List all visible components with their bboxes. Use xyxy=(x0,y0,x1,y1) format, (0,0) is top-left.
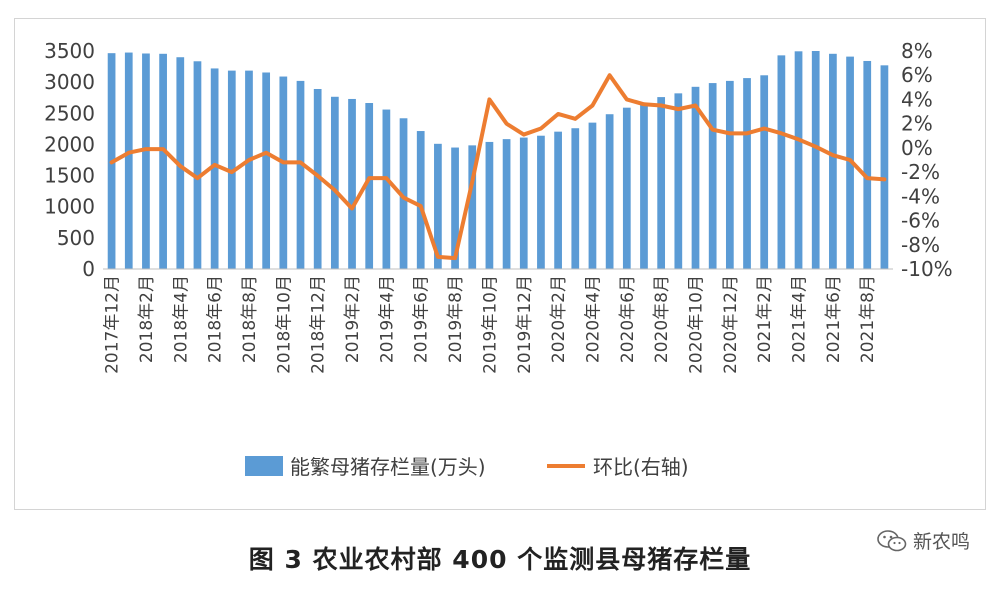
x-tick-label: 2020年6月 xyxy=(618,275,638,363)
x-tick-label: 2020年2月 xyxy=(549,275,569,363)
bar xyxy=(725,80,734,270)
bar xyxy=(622,107,631,270)
line-path xyxy=(109,73,887,261)
legend: 能繁母猪存栏量(万头) 环比(右轴) xyxy=(245,455,689,479)
left-y-tick-label: 2000 xyxy=(44,132,95,156)
right-y-tick-label: 8% xyxy=(901,39,933,63)
bar xyxy=(245,70,253,269)
bar xyxy=(657,97,666,269)
chart-svg: 0 500 1000 1500 2000 2500 3000 3500 -10%-8%-6%-4… xyxy=(44,39,953,479)
right-y-tick-label: 6% xyxy=(901,63,933,87)
x-tick-label: 2020年8月 xyxy=(652,275,672,363)
x-tick-label: 2020年4月 xyxy=(583,275,603,363)
legend-line-label: 环比(右轴) xyxy=(593,455,689,479)
bar xyxy=(142,53,150,269)
bar xyxy=(691,86,700,269)
figure-caption: 图 3 农业农村部 400 个监测县母猪存栏量 xyxy=(248,545,752,574)
bar xyxy=(743,78,751,269)
bar xyxy=(296,80,305,270)
x-tick-label: 2018年10月 xyxy=(274,275,294,374)
left-y-tick-label: 1500 xyxy=(44,164,95,188)
bar xyxy=(708,83,717,269)
x-tick-label: 2019年6月 xyxy=(412,275,432,363)
x-tick-label: 2018年6月 xyxy=(206,275,226,363)
bar xyxy=(829,53,837,269)
bar-series xyxy=(107,51,889,270)
left-y-tick-label: 3000 xyxy=(44,70,95,94)
left-y-tick-label: 2500 xyxy=(44,101,95,125)
bar xyxy=(365,103,374,269)
bar xyxy=(502,139,511,269)
bar xyxy=(434,143,442,269)
x-tick-label: 2021年8月 xyxy=(858,275,878,363)
x-tick-label: 2019年10月 xyxy=(480,275,500,374)
bar xyxy=(176,57,185,270)
bar xyxy=(416,131,425,269)
x-tick-label: 2018年4月 xyxy=(171,275,191,363)
left-y-tick-label: 0 xyxy=(82,257,95,281)
x-tick-label: 2020年10月 xyxy=(687,275,707,374)
wechat-icon xyxy=(877,529,907,551)
x-tick-label: 2018年12月 xyxy=(309,275,329,374)
bar xyxy=(262,72,271,269)
bar xyxy=(588,122,597,269)
bar xyxy=(124,52,133,270)
right-y-tick-label: -8% xyxy=(901,233,940,257)
x-tick-label: 2018年8月 xyxy=(240,275,260,363)
x-tick-label: 2021年6月 xyxy=(824,275,844,363)
bar xyxy=(605,114,614,269)
right-y-tick-label: -6% xyxy=(901,209,940,233)
bar xyxy=(348,98,356,270)
right-y-tick-label: 2% xyxy=(901,112,933,136)
bar xyxy=(468,145,477,269)
chart-frame: 0 500 1000 1500 2000 2500 3000 3500 -10% -8% -6% -4… xyxy=(14,18,986,510)
bar xyxy=(210,68,219,269)
watermark-text: 新农鸣 xyxy=(912,531,970,553)
right-y-tick-label: 0% xyxy=(901,136,933,160)
bar xyxy=(193,61,202,269)
x-tick-label: 2021年4月 xyxy=(790,275,810,363)
x-tick-label: 2020年12月 xyxy=(721,275,741,374)
bar xyxy=(313,88,322,270)
x-axis-ticks: 2017年12月 2018年2月 2018年4月 2018年6月 2018年8月 2018… xyxy=(103,275,879,374)
bar xyxy=(880,65,889,269)
bar xyxy=(554,131,562,269)
bar xyxy=(279,76,288,269)
legend-bar-swatch xyxy=(245,456,283,476)
bar xyxy=(330,96,339,269)
x-tick-label: 2019年2月 xyxy=(343,275,363,363)
bar xyxy=(640,102,648,269)
right-y-tick-label: 4% xyxy=(901,87,933,111)
x-tick-label: 2019年8月 xyxy=(446,275,466,363)
x-tick-label: 2019年12月 xyxy=(515,275,535,374)
bar xyxy=(674,93,683,269)
bar xyxy=(811,51,820,269)
x-tick-label: 2019年4月 xyxy=(377,275,397,363)
bar xyxy=(159,53,167,269)
bar xyxy=(794,51,803,270)
right-y-tick-label: -2% xyxy=(901,160,940,184)
left-y-tick-label: 3500 xyxy=(44,39,95,63)
bar xyxy=(451,147,459,269)
bar xyxy=(519,137,528,269)
bar xyxy=(760,75,769,269)
watermark: 新农鸣 xyxy=(877,527,970,554)
line-series xyxy=(109,73,887,261)
x-tick-label: 2017年12月 xyxy=(103,275,123,374)
bar xyxy=(571,128,580,269)
x-tick-label: 2018年2月 xyxy=(137,275,157,363)
bar xyxy=(399,118,408,270)
bar xyxy=(777,55,786,269)
left-y-tick-label: 1000 xyxy=(44,195,95,219)
bar xyxy=(863,60,872,269)
bar xyxy=(537,135,545,269)
axes: 0 500 1000 1500 2000 2500 3000 3500 -10%-8%-6%-4… xyxy=(44,39,953,281)
left-y-tick-label: 500 xyxy=(57,226,95,250)
right-y-tick-label: -4% xyxy=(901,184,940,208)
x-tick-label: 2021年2月 xyxy=(755,275,775,363)
legend-bar-label: 能繁母猪存栏量(万头) xyxy=(290,455,486,479)
bar xyxy=(485,141,494,269)
bar xyxy=(382,109,391,269)
right-y-tick-label: -10% xyxy=(901,257,953,281)
